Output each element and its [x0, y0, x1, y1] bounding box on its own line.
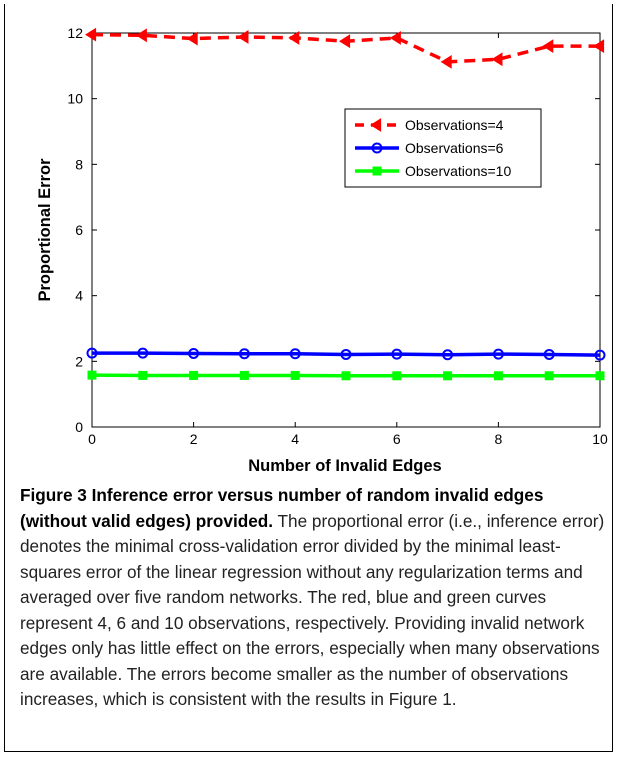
- chart-legend: Observations=4 Observations=6 Observations…: [344, 108, 542, 188]
- data-point-observations-4: [339, 34, 351, 49]
- data-point-observations-10: [392, 371, 402, 381]
- data-point-observations-4: [288, 31, 300, 45]
- caption-heading: Figure 3 Inference error versus number o…: [20, 485, 544, 531]
- y-tick-label: 6: [75, 222, 83, 238]
- data-point-observations-4: [593, 39, 605, 54]
- y-tick-label: 12: [67, 25, 83, 41]
- data-point-observations-6: [442, 349, 454, 361]
- data-point-observations-10: [239, 370, 249, 380]
- data-point-observations-6: [543, 348, 555, 360]
- data-point-observations-6: [137, 347, 149, 359]
- data-point-observations-6: [391, 348, 403, 360]
- x-tick-label: 10: [592, 431, 608, 447]
- data-point-observations-10: [493, 371, 503, 381]
- x-tick-label: 2: [190, 431, 198, 447]
- legend-marker-observations-6: [371, 142, 383, 154]
- data-point-observations-4: [389, 31, 401, 45]
- x-axis-label: Number of Invalid Edges: [248, 457, 441, 475]
- data-point-observations-4: [85, 27, 97, 42]
- data-point-observations-10: [189, 370, 199, 380]
- data-point-observations-6: [188, 347, 200, 359]
- data-point-observations-4: [237, 30, 249, 44]
- y-axis-label: Proportional Error: [36, 158, 54, 302]
- data-point-observations-6: [238, 348, 250, 360]
- series-line-observations-6: [92, 351, 601, 357]
- data-point-observations-10: [290, 370, 300, 380]
- y-tick-label: 8: [75, 156, 83, 172]
- x-tick-label: 8: [495, 431, 503, 447]
- data-point-observations-6: [340, 348, 352, 360]
- data-point-observations-4: [135, 28, 147, 43]
- x-tick-label: 6: [393, 431, 401, 447]
- y-tick-label: 10: [67, 91, 83, 107]
- caption-body: The proportional error (i.e., inference …: [20, 510, 605, 710]
- y-tick-label: 4: [75, 288, 83, 304]
- plot-series: [85, 27, 606, 381]
- legend-marker-observations-10: [372, 166, 382, 176]
- data-point-observations-4: [491, 52, 503, 67]
- figure-frame: [4, 4, 613, 752]
- legend-label-observations-10: Observations=10: [405, 163, 511, 179]
- data-point-observations-6: [86, 347, 98, 359]
- data-point-observations-6: [594, 349, 606, 361]
- x-tick-label: 4: [291, 431, 299, 447]
- data-point-observations-4: [186, 31, 198, 46]
- data-point-observations-6: [492, 348, 504, 360]
- data-point-observations-10: [443, 371, 453, 381]
- data-point-observations-10: [595, 371, 605, 381]
- legend-label-observations-6: Observations=6: [405, 140, 504, 156]
- data-point-observations-10: [87, 370, 97, 380]
- data-point-observations-4: [542, 39, 554, 54]
- data-point-observations-10: [341, 371, 351, 381]
- data-point-observations-10: [544, 371, 554, 381]
- data-point-observations-6: [289, 348, 301, 360]
- data-point-observations-4: [440, 54, 452, 69]
- figure-caption: Figure 3 Inference error versus number o…: [20, 483, 610, 713]
- plot-area-box: [91, 32, 601, 428]
- y-tick-label: 0: [75, 419, 83, 435]
- plot-axes: 0 2 4 6 8 10 0 2 4 6 8 10 12: [67, 25, 608, 447]
- x-tick-label: 0: [88, 431, 96, 447]
- legend-label-observations-4: Observations=4: [405, 117, 504, 133]
- legend-marker-observations-4: [370, 118, 382, 132]
- y-tick-label: 2: [75, 353, 83, 369]
- data-point-observations-10: [138, 370, 148, 380]
